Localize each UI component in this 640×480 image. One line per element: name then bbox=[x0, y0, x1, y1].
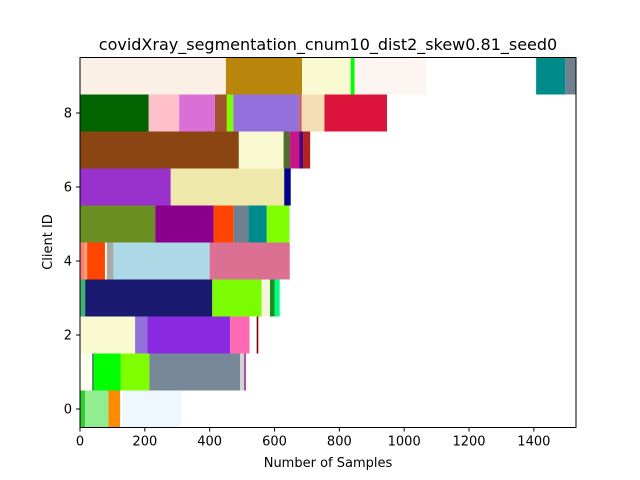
bar-client-0-segment-1 bbox=[85, 390, 109, 428]
y-tick-label-6: 6 bbox=[64, 181, 72, 196]
bar-client-1-segment-2 bbox=[93, 353, 121, 391]
bar-client-7-segment-5 bbox=[303, 131, 311, 169]
bar-client-9-segment-6 bbox=[536, 57, 566, 95]
bar-client-4-segment-2 bbox=[87, 242, 105, 280]
bar-client-1-segment-5 bbox=[240, 353, 245, 391]
bar-client-1-segment-1 bbox=[92, 353, 94, 391]
bar-client-1-segment-3 bbox=[120, 353, 150, 391]
bar-client-2-segment-0 bbox=[80, 316, 136, 354]
bar-client-8-segment-6 bbox=[299, 94, 302, 132]
x-tick-label-200: 200 bbox=[132, 435, 157, 450]
bar-client-7-segment-1 bbox=[238, 131, 284, 169]
plot-frame bbox=[79, 57, 577, 428]
bar-client-9-segment-7 bbox=[565, 57, 576, 95]
x-tick-label-600: 600 bbox=[262, 435, 287, 450]
bar-client-2-segment-2 bbox=[147, 316, 231, 354]
bar-client-8-segment-5 bbox=[233, 94, 300, 132]
bar-client-9-segment-2 bbox=[302, 57, 351, 95]
x-tick-label-0: 0 bbox=[76, 435, 84, 450]
bar-client-2-segment-3 bbox=[230, 316, 250, 354]
bar-client-4-segment-4 bbox=[106, 242, 114, 280]
bar-client-3-segment-0 bbox=[80, 279, 86, 317]
bar-client-4-segment-5 bbox=[113, 242, 210, 280]
bar-client-5-segment-2 bbox=[213, 205, 234, 243]
bar-client-9-segment-0 bbox=[80, 57, 226, 95]
bar-client-7-segment-4 bbox=[299, 131, 304, 169]
bar-client-5-segment-4 bbox=[248, 205, 267, 243]
bar-client-8-segment-1 bbox=[148, 94, 180, 132]
bar-stack-group bbox=[80, 57, 576, 428]
bar-client-9-segment-5 bbox=[425, 57, 537, 95]
y-tick-label-2: 2 bbox=[64, 329, 72, 344]
bar-client-8-segment-4 bbox=[226, 94, 234, 132]
bar-client-8-segment-8 bbox=[324, 94, 388, 132]
bar-client-8-segment-0 bbox=[80, 94, 149, 132]
bar-client-7-segment-3 bbox=[290, 131, 300, 169]
bar-client-5-segment-5 bbox=[266, 205, 290, 243]
x-axis-label: Number of Samples bbox=[264, 456, 393, 471]
chart-title: covidXray_segmentation_cnum10_dist2_skew… bbox=[99, 35, 557, 55]
y-axis-ticks: 0 2 4 6 8 bbox=[64, 107, 80, 418]
bar-client-0-segment-2 bbox=[108, 390, 121, 428]
bar-client-3-segment-4 bbox=[269, 279, 275, 317]
bar-client-5-segment-1 bbox=[155, 205, 214, 243]
bar-client-2-segment-5 bbox=[256, 316, 259, 354]
x-tick-label-400: 400 bbox=[197, 435, 222, 450]
bar-client-9-segment-1 bbox=[225, 57, 303, 95]
bar-client-8-segment-7 bbox=[301, 94, 325, 132]
bar-client-3-segment-1 bbox=[85, 279, 213, 317]
bar-client-9-segment-4 bbox=[354, 57, 426, 95]
bar-client-8-segment-3 bbox=[214, 94, 227, 132]
bar-client-6-segment-0 bbox=[80, 168, 171, 206]
x-axis-ticks: 0 200 400 600 800 1000 1200 1400 bbox=[76, 427, 550, 450]
bar-client-3-segment-3 bbox=[261, 279, 270, 317]
bar-client-1-segment-6 bbox=[244, 353, 246, 391]
bar-client-2-segment-1 bbox=[135, 316, 148, 354]
bar-client-9-segment-3 bbox=[350, 57, 355, 95]
x-tick-label-1200: 1200 bbox=[452, 435, 485, 450]
bar-client-1-segment-0 bbox=[80, 353, 93, 391]
bar-client-4-segment-0 bbox=[80, 242, 85, 280]
bar-client-0-segment-0 bbox=[80, 390, 86, 428]
y-axis-label: Client ID bbox=[41, 214, 56, 270]
bar-client-6-segment-2 bbox=[284, 168, 291, 206]
bar-client-4-segment-1 bbox=[84, 242, 88, 280]
y-tick-label-4: 4 bbox=[64, 255, 72, 270]
bar-client-6-segment-1 bbox=[170, 168, 285, 206]
x-tick-label-1000: 1000 bbox=[388, 435, 421, 450]
bar-client-5-segment-3 bbox=[233, 205, 249, 243]
bar-client-2-segment-4 bbox=[249, 316, 257, 354]
bar-client-7-segment-0 bbox=[80, 131, 239, 169]
y-tick-label-0: 0 bbox=[64, 403, 72, 418]
bar-client-8-segment-2 bbox=[179, 94, 215, 132]
y-tick-label-8: 8 bbox=[64, 107, 72, 122]
bar-client-1-segment-4 bbox=[149, 353, 241, 391]
bar-client-0-segment-4 bbox=[122, 390, 182, 428]
bar-client-5-segment-0 bbox=[80, 205, 156, 243]
bar-client-7-segment-2 bbox=[283, 131, 291, 169]
bar-client-4-segment-3 bbox=[104, 242, 107, 280]
bar-client-0-segment-3 bbox=[120, 390, 123, 428]
bar-client-3-segment-5 bbox=[274, 279, 280, 317]
bar-client-4-segment-6 bbox=[209, 242, 290, 280]
x-tick-label-1400: 1400 bbox=[517, 435, 550, 450]
bar-client-3-segment-2 bbox=[212, 279, 262, 317]
x-tick-label-800: 800 bbox=[327, 435, 352, 450]
